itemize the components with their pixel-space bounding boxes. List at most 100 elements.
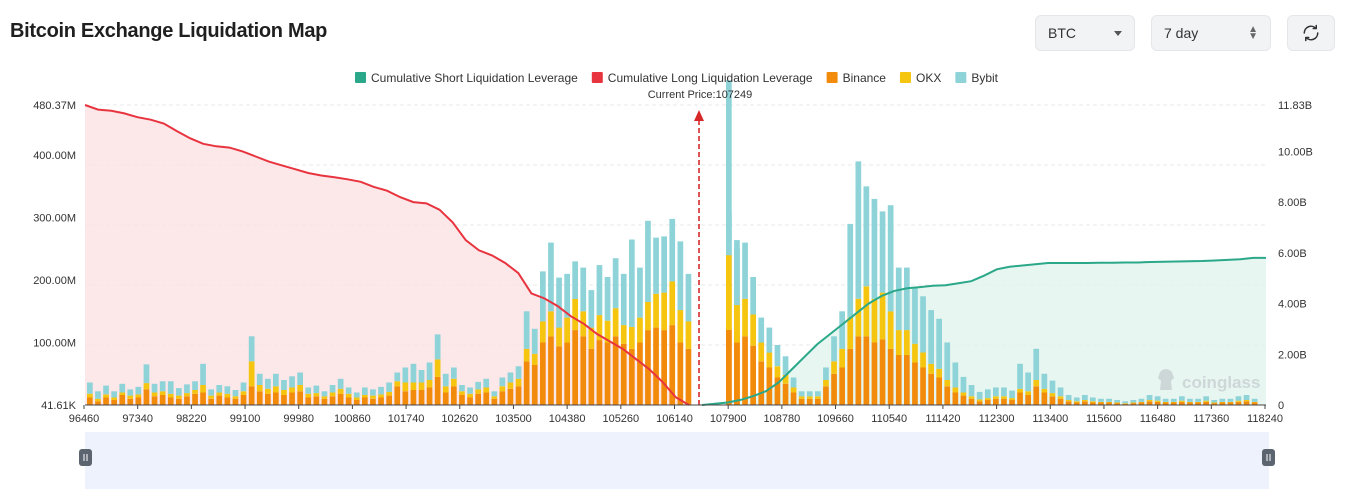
binance-bar xyxy=(548,336,554,405)
bybit-bar xyxy=(750,277,756,315)
okx-bar xyxy=(1187,401,1193,403)
okx-bar xyxy=(798,396,805,399)
bybit-bar xyxy=(556,277,562,328)
okx-bar xyxy=(167,393,174,398)
okx-bar xyxy=(1082,400,1088,402)
bybit-bar xyxy=(127,389,134,396)
okx-bar xyxy=(766,352,773,368)
bybit-bar xyxy=(248,336,255,362)
x-tick-label: 101740 xyxy=(388,413,425,425)
bybit-bar xyxy=(321,391,328,397)
binance-bar xyxy=(337,393,344,405)
okx-bar xyxy=(596,315,603,341)
range-slider-left-handle[interactable] xyxy=(79,449,92,466)
bybit-bar xyxy=(1251,398,1258,402)
binance-bar xyxy=(677,342,684,405)
x-tick-label: 111420 xyxy=(925,413,960,425)
binance-bar xyxy=(1211,403,1218,405)
binance-bar xyxy=(798,398,805,405)
bybit-bar xyxy=(410,363,417,383)
y-left-tick-label: 480.37M xyxy=(33,100,76,112)
legend-label: OKX xyxy=(916,71,941,85)
bybit-bar xyxy=(434,334,441,360)
coinglass-watermark: coinglass xyxy=(1158,369,1260,392)
bybit-bar xyxy=(944,342,951,380)
okx-bar xyxy=(281,390,287,395)
okx-bar xyxy=(1009,398,1015,400)
okx-bar xyxy=(871,298,878,343)
binance-bar xyxy=(612,336,619,405)
bybit-bar xyxy=(370,389,376,396)
bybit-bar xyxy=(1073,397,1080,402)
bybit-bar xyxy=(216,385,223,393)
okx-bar xyxy=(758,342,765,362)
range-select[interactable]: 7 day ▲ ▼ xyxy=(1151,15,1271,51)
bybit-bar xyxy=(798,391,805,397)
bybit-bar xyxy=(620,273,627,326)
okx-bar xyxy=(782,375,789,384)
binance-bar xyxy=(806,398,813,405)
long-cumulative-line xyxy=(84,104,690,406)
bybit-bar xyxy=(192,381,198,390)
coin-select[interactable]: BTC xyxy=(1035,15,1135,51)
okx-bar xyxy=(612,308,619,337)
bybit-bar xyxy=(442,373,449,387)
binance-bar xyxy=(87,397,93,405)
bybit-bar xyxy=(887,205,894,312)
bybit-bar xyxy=(1065,395,1072,400)
bybit-bar xyxy=(596,265,603,316)
bybit-bar xyxy=(1033,348,1040,380)
watermark-text: coinglass xyxy=(1182,373,1260,392)
current-price-label: Current Price:107249 xyxy=(648,89,753,101)
okx-bar xyxy=(240,391,247,395)
bybit-bar xyxy=(839,311,845,349)
binance-bar xyxy=(960,395,967,405)
binance-bar xyxy=(143,389,150,405)
chevron-down-icon xyxy=(1114,30,1122,36)
bybit-bar xyxy=(1041,373,1048,389)
chart-legend: Cumulative Short Liquidation Leverage Cum… xyxy=(355,71,999,85)
binance-bar xyxy=(475,393,481,405)
okx-bar xyxy=(895,330,902,356)
okx-bar xyxy=(151,392,158,397)
binance-bar xyxy=(345,397,352,405)
okx-bar xyxy=(806,396,813,399)
y-left-tick-label: 41.61K xyxy=(41,400,77,412)
okx-bar xyxy=(402,382,409,392)
binance-bar xyxy=(1138,402,1145,405)
binance-bar xyxy=(629,348,635,405)
okx-bar xyxy=(904,330,910,356)
okx-bar xyxy=(184,393,190,397)
okx-bar xyxy=(912,343,918,363)
bybit-bar xyxy=(1138,398,1145,402)
okx-bar xyxy=(232,396,239,399)
y-left-tick-label: 100.00M xyxy=(33,338,76,350)
binance-bar xyxy=(297,391,303,405)
bybit-bar xyxy=(1049,380,1056,394)
refresh-button[interactable] xyxy=(1287,15,1335,51)
bybit-bar xyxy=(920,296,926,353)
okx-bar xyxy=(993,396,999,399)
binance-bar xyxy=(1033,386,1040,405)
bybit-bar xyxy=(176,388,182,396)
bybit-bar xyxy=(1170,398,1177,402)
okx-bar xyxy=(1065,400,1072,402)
range-slider-right-handle[interactable] xyxy=(1262,449,1275,466)
okx-bar xyxy=(305,393,312,398)
binance-bar xyxy=(1187,402,1193,405)
legend-label: Binance xyxy=(843,71,887,85)
binance-bar xyxy=(329,396,336,405)
range-slider-track[interactable] xyxy=(85,432,1269,489)
binance-bar xyxy=(1243,401,1250,405)
binance-bar xyxy=(904,355,910,405)
okx-bar xyxy=(1025,391,1031,395)
x-tick-label: 118240 xyxy=(1247,413,1283,425)
y-right-tick-label: 2.00B xyxy=(1278,349,1307,361)
x-tick-label: 110540 xyxy=(871,413,907,425)
bybit-bar xyxy=(1114,400,1120,403)
range-slider[interactable] xyxy=(79,432,1275,489)
okx-bar xyxy=(103,394,109,398)
binance-bar xyxy=(386,395,392,405)
bybit-bar xyxy=(1001,387,1007,397)
